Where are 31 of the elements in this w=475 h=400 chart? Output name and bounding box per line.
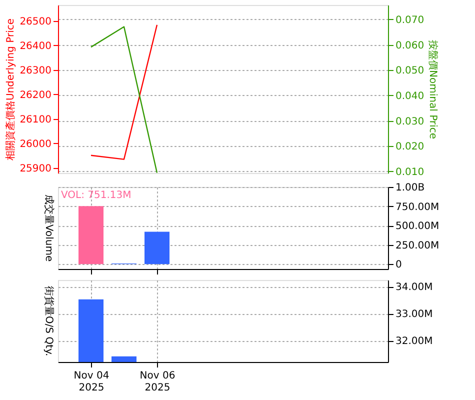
y2-tick-label: 0.070 [396,14,424,26]
x-tick-label: Nov 06 2025 [140,370,176,394]
y-tick-label: 25900 [20,163,52,174]
y-tick-label: 26400 [20,40,52,52]
y-tick-label: 500.00M [396,221,440,232]
y-tick-label: 1.00B [396,182,425,194]
y2-tick-label: 0.050 [396,66,424,77]
y-tick-label: 26300 [20,65,52,76]
y2-tick-label: 0.020 [396,142,424,153]
y-tick-label: 34.00M [396,282,433,294]
y2-axis-title: 按盤價Nominal Price [427,40,440,139]
y2-tick-label: 0.060 [396,40,424,52]
y2-tick-label: 0.030 [396,116,424,128]
y2-tick-label: 0.010 [396,166,424,178]
y-axis-title: 成交量Volume [43,194,55,262]
y-tick-label: 26100 [20,114,52,126]
annotation: VOL: 751.13M [61,190,132,201]
y-tick-label: 250.00M [396,240,440,252]
y-tick-label: 0 [396,260,402,271]
y-tick-label: 32.00M [396,336,433,348]
y-axis-title: 相關資產價格Underlying Price [4,18,17,161]
y-tick-label: 750.00M [396,202,440,213]
bar [144,232,170,264]
y-tick-label: 26200 [20,90,52,101]
y-axis-title: 街貨量O/S Qty. [43,286,55,356]
x-tick-label: Nov 04 2025 [74,370,110,394]
y-tick-label: 26500 [20,16,52,28]
y-tick-label: 33.00M [396,309,433,320]
y-tick-label: 26000 [20,138,52,150]
bar [78,206,104,264]
y2-tick-label: 0.040 [396,90,424,102]
